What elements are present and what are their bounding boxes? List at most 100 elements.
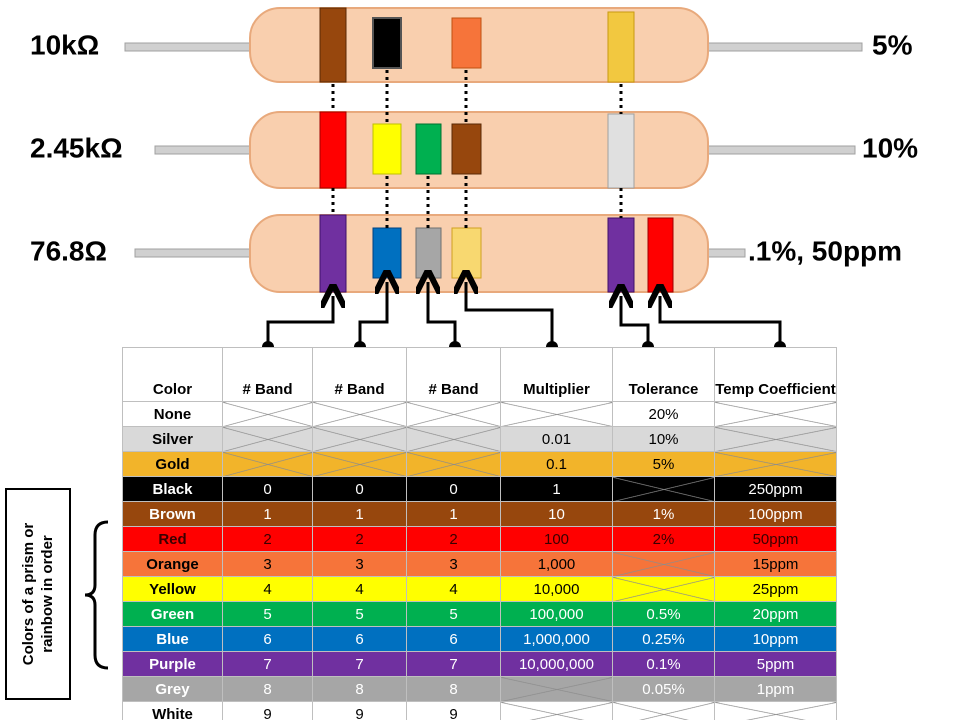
resistor bbox=[154, 111, 856, 189]
crossed-cell bbox=[222, 426, 313, 452]
table-cell: 5 bbox=[406, 601, 501, 627]
crossed-cell bbox=[500, 401, 613, 427]
table-cell: 10% bbox=[612, 426, 715, 452]
table-cell: 100 bbox=[500, 526, 613, 552]
crossed-cell bbox=[312, 451, 407, 477]
table-cell: 0.25% bbox=[612, 626, 715, 652]
table-cell: 0 bbox=[406, 476, 501, 502]
rating-label: .1%, 50ppm bbox=[748, 235, 902, 266]
table-cell: 7 bbox=[222, 651, 313, 677]
crossed-cell bbox=[714, 401, 837, 427]
crossed-cell bbox=[222, 451, 313, 477]
header-cell: Temp Coefficient bbox=[714, 347, 837, 402]
header-cell: # Band bbox=[312, 347, 407, 402]
table-row: Red 2 2 2 100 2% 50ppm bbox=[122, 526, 837, 552]
table-cell: 8 bbox=[406, 676, 501, 702]
table-cell: 1% bbox=[612, 501, 715, 527]
crossed-cell bbox=[406, 426, 501, 452]
table-row: Grey 8 8 8 0.05% 1ppm bbox=[122, 676, 837, 702]
table-cell: 250ppm bbox=[714, 476, 837, 502]
table-row: Brown 1 1 1 10 1% 100ppm bbox=[122, 501, 837, 527]
rating-label: 5% bbox=[872, 29, 913, 60]
table-cell: 8 bbox=[312, 676, 407, 702]
table-row: Yellow 4 4 4 10,000 25ppm bbox=[122, 576, 837, 602]
table-row: None 20% bbox=[122, 401, 837, 427]
header-row: Color # Band # Band # Band Multiplier Toleran… bbox=[122, 347, 837, 402]
table-row: Orange 3 3 3 1,000 15ppm bbox=[122, 551, 837, 577]
table-cell: 5 bbox=[312, 601, 407, 627]
header-cell: Tolerance bbox=[612, 347, 715, 402]
table-cell: 2 bbox=[406, 526, 501, 552]
crossed-cell bbox=[312, 401, 407, 427]
table-cell: 0.5% bbox=[612, 601, 715, 627]
crossed-cell bbox=[714, 701, 837, 720]
table-row: Black 0 0 0 1 250ppm bbox=[122, 476, 837, 502]
crossed-cell bbox=[312, 426, 407, 452]
crossed-cell bbox=[612, 476, 715, 502]
header-cell: # Band bbox=[406, 347, 501, 402]
table-cell: 6 bbox=[222, 626, 313, 652]
table-cell: 2 bbox=[222, 526, 313, 552]
table-cell: 3 bbox=[312, 551, 407, 577]
table-cell: Orange bbox=[122, 551, 223, 577]
table-cell: 7 bbox=[406, 651, 501, 677]
color-code-table: Color # Band # Band # Band Multiplier Toleran… bbox=[122, 347, 837, 720]
note-box: Colors of a prism or rainbow in order bbox=[5, 488, 71, 700]
crossed-cell bbox=[612, 701, 715, 720]
resistance-label: 76.8Ω bbox=[30, 235, 107, 266]
resistance-label: 2.45kΩ bbox=[30, 132, 123, 163]
table-cell: 8 bbox=[222, 676, 313, 702]
table-cell: 20ppm bbox=[714, 601, 837, 627]
table-cell: 7 bbox=[312, 651, 407, 677]
table-cell: 1 bbox=[312, 501, 407, 527]
table-cell: Red bbox=[122, 526, 223, 552]
table-cell: Yellow bbox=[122, 576, 223, 602]
header-cell: Color bbox=[122, 347, 223, 402]
table-cell: Brown bbox=[122, 501, 223, 527]
table-cell: 2 bbox=[312, 526, 407, 552]
table-row: White 9 9 9 bbox=[122, 701, 837, 720]
table-cell: 5% bbox=[612, 451, 715, 477]
table-cell: Blue bbox=[122, 626, 223, 652]
rating-label: 10% bbox=[862, 132, 918, 163]
table-cell: 4 bbox=[222, 576, 313, 602]
table-cell: 1,000 bbox=[500, 551, 613, 577]
table-cell: Gold bbox=[122, 451, 223, 477]
table-row: Silver 0.01 10% bbox=[122, 426, 837, 452]
crossed-cell bbox=[406, 451, 501, 477]
table-cell: 1ppm bbox=[714, 676, 837, 702]
table-cell: 0.01 bbox=[500, 426, 613, 452]
table-cell: 6 bbox=[312, 626, 407, 652]
resistor bbox=[124, 7, 863, 83]
table-cell: 3 bbox=[222, 551, 313, 577]
table-cell: 3 bbox=[406, 551, 501, 577]
crossed-cell bbox=[714, 451, 837, 477]
note: Colors of a prism or rainbow in order bbox=[20, 522, 56, 666]
table-cell: 5 bbox=[222, 601, 313, 627]
table-cell: Black bbox=[122, 476, 223, 502]
table-cell: 1 bbox=[500, 476, 613, 502]
table-cell: 0.1 bbox=[500, 451, 613, 477]
table-cell: Silver bbox=[122, 426, 223, 452]
header-cell: Multiplier bbox=[500, 347, 613, 402]
table-cell: 100,000 bbox=[500, 601, 613, 627]
table-row: Purple 7 7 7 10,000,000 0.1% 5ppm bbox=[122, 651, 837, 677]
resistance-label: 10kΩ bbox=[30, 29, 99, 60]
table-cell: 4 bbox=[406, 576, 501, 602]
crossed-cell bbox=[612, 576, 715, 602]
dotted-guides bbox=[331, 70, 623, 228]
table-cell: None bbox=[122, 401, 223, 427]
crossed-cell bbox=[714, 426, 837, 452]
resistor bbox=[134, 214, 746, 293]
table-cell: Green bbox=[122, 601, 223, 627]
table-cell: 6 bbox=[406, 626, 501, 652]
table-cell: 25ppm bbox=[714, 576, 837, 602]
table-cell: 10ppm bbox=[714, 626, 837, 652]
table-cell: 10,000,000 bbox=[500, 651, 613, 677]
table-cell: 50ppm bbox=[714, 526, 837, 552]
table-cell: 4 bbox=[312, 576, 407, 602]
table-cell: 0 bbox=[222, 476, 313, 502]
crossed-cell bbox=[222, 401, 313, 427]
